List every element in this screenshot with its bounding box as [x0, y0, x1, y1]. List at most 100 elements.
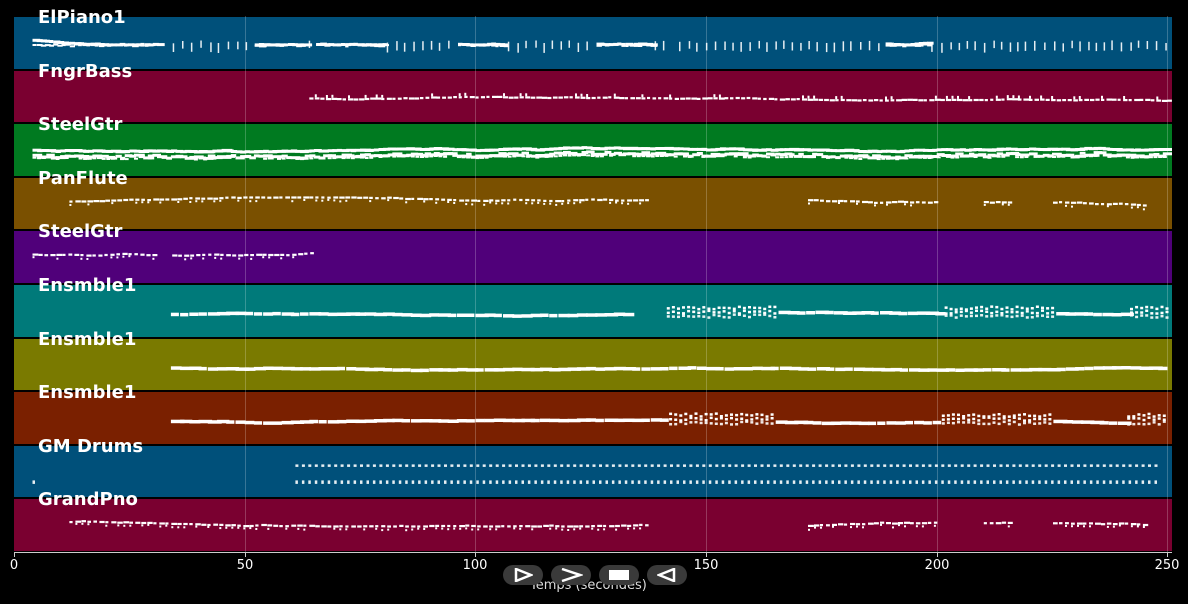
note	[717, 314, 721, 318]
note	[1070, 156, 1075, 159]
note	[821, 421, 835, 426]
note	[712, 313, 716, 317]
note	[235, 420, 246, 425]
note	[954, 311, 958, 314]
track-lane[interactable]: ElPiano1	[14, 7, 1172, 69]
note	[1083, 201, 1087, 205]
note	[1162, 414, 1166, 418]
note	[641, 151, 651, 155]
note	[763, 311, 767, 315]
note	[983, 522, 987, 525]
note	[1051, 311, 1055, 314]
track-lane[interactable]: PanFlute	[14, 168, 1172, 230]
note	[201, 200, 204, 203]
note	[489, 148, 495, 152]
note	[536, 96, 543, 99]
note	[1116, 153, 1126, 157]
note	[1012, 416, 1016, 420]
note	[285, 196, 290, 199]
note	[945, 148, 954, 152]
note	[1001, 153, 1010, 157]
note	[824, 310, 834, 315]
track-lane[interactable]: GrandPno	[14, 489, 1172, 551]
note	[470, 156, 475, 159]
note	[1096, 480, 1099, 484]
note	[405, 525, 409, 528]
note	[1077, 525, 1079, 528]
track-lane[interactable]: SteelGtr	[14, 221, 1172, 283]
note	[581, 151, 589, 155]
track-lane[interactable]: Ensmble1	[14, 275, 1172, 337]
note	[36, 44, 43, 46]
note	[50, 157, 55, 160]
play-button[interactable]	[503, 565, 543, 585]
track-lane[interactable]: GM Drums	[14, 436, 1172, 498]
note	[1048, 413, 1052, 416]
note	[447, 200, 450, 203]
note	[417, 525, 421, 528]
note	[890, 367, 902, 371]
note	[689, 414, 693, 418]
note	[710, 148, 719, 152]
note	[1024, 41, 1027, 51]
note	[438, 155, 443, 158]
note	[773, 480, 776, 484]
note	[144, 43, 151, 47]
note	[447, 528, 450, 531]
note	[106, 156, 115, 160]
note	[946, 414, 950, 417]
note	[745, 413, 749, 417]
note	[478, 44, 485, 47]
note	[310, 252, 314, 255]
note	[1056, 147, 1063, 151]
note	[334, 464, 338, 467]
note	[909, 149, 915, 153]
note	[604, 146, 611, 150]
note	[381, 529, 384, 532]
forward-button[interactable]	[551, 565, 591, 585]
note	[237, 524, 241, 528]
note	[760, 418, 764, 421]
note	[410, 313, 422, 317]
note	[1005, 306, 1009, 309]
note	[1116, 148, 1125, 152]
note	[1102, 153, 1112, 157]
track-lane[interactable]: Ensmble1	[14, 329, 1172, 391]
track-lane[interactable]: SteelGtr	[14, 114, 1172, 176]
note	[1010, 310, 1014, 314]
note	[1096, 464, 1100, 467]
note	[850, 480, 854, 484]
note	[881, 149, 888, 153]
note	[676, 464, 680, 467]
note	[580, 96, 586, 99]
track-lane[interactable]: FngrBass	[14, 61, 1172, 123]
note	[210, 42, 212, 53]
note	[65, 41, 71, 45]
note	[850, 523, 856, 526]
note	[826, 199, 831, 203]
note	[717, 306, 721, 309]
note	[178, 254, 182, 258]
note	[692, 315, 696, 318]
note	[671, 315, 675, 318]
note	[1017, 98, 1022, 101]
note	[625, 42, 634, 46]
note	[946, 418, 950, 421]
note	[721, 464, 725, 467]
track-lane[interactable]: Ensmble1	[14, 382, 1172, 444]
note	[281, 312, 295, 316]
note	[1121, 153, 1131, 157]
stop-button[interactable]	[599, 565, 639, 585]
note	[944, 306, 948, 309]
note	[1135, 464, 1139, 467]
rewind-button[interactable]	[647, 565, 687, 585]
note	[973, 480, 977, 484]
note	[480, 95, 485, 98]
note	[1130, 523, 1137, 526]
note	[165, 525, 168, 528]
note	[918, 42, 924, 45]
note	[453, 201, 456, 204]
note	[761, 154, 767, 158]
note	[932, 420, 942, 425]
note	[843, 311, 857, 315]
